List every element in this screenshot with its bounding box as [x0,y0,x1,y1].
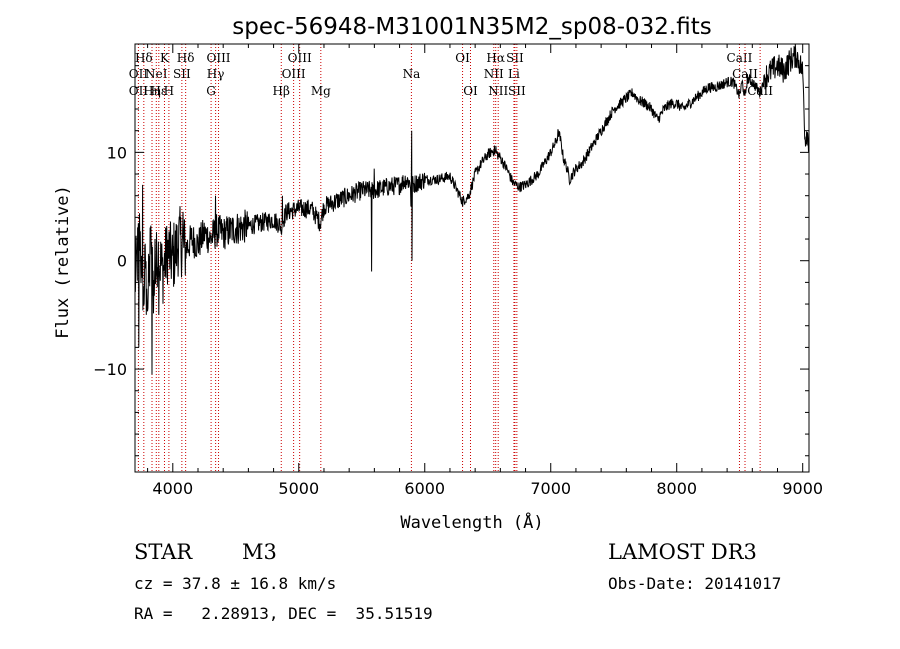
plot-frame [134,43,810,473]
x-tick-label: 4000 [152,479,193,498]
line-marker-label: OI [463,84,478,98]
line-marker-label: OIII [206,51,230,65]
object-class: STAR [134,540,193,564]
line-marker-label: Hδ [177,51,195,65]
line-marker-label: Hδ [135,51,153,65]
line-marker-label: Hα [486,51,505,65]
line-marker-label: Hβ [273,84,290,98]
line-markers: OIIOIIHδHηNeIHεKHSIIHδGHγOIIIHβOIIIOIIIM… [129,44,773,472]
line-marker-label: G [206,84,216,98]
line-marker-label: OI [455,51,470,65]
x-axis: 4000 5000 6000 7000 8000 9000 [147,44,823,498]
x-tick-label: 7000 [530,479,571,498]
line-marker-label: Hγ [207,67,225,81]
y-axis: −10 0 10 [93,65,809,457]
line-marker-label: Mg [311,84,331,98]
line-marker-label: NII [484,67,504,81]
line-marker-label: NII [488,84,508,98]
redshift-line: cz = 37.8 ± 16.8 km/s [134,574,337,593]
line-marker-label: K [160,51,170,65]
chart-title: spec-56948-M31001N35M2_sp08-032.fits [232,14,711,40]
obs-date-line: Obs-Date: 20141017 [608,574,782,593]
line-marker-label: NeI [145,67,168,81]
x-axis-label: Wavelength (Å) [400,511,543,533]
spectrum-line [134,43,810,375]
line-marker-label: Na [403,67,421,81]
line-marker-label: Li [508,67,520,81]
line-marker-label: Hη [143,84,161,98]
line-marker-label: Hε [150,84,167,98]
line-marker-label: H [164,84,174,98]
y-tick-label: 0 [117,252,127,271]
survey-name: LAMOST DR3 [608,540,757,564]
line-marker-label: CaII [732,67,758,81]
coordinates-line: RA = 2.28913, DEC = 35.51519 [134,604,433,623]
object-subclass: M3 [242,540,277,564]
y-tick-label: 10 [107,143,127,162]
line-marker-label: OIII [282,67,306,81]
spectrum-group [134,43,810,375]
line-marker-label: OII [129,84,149,98]
x-tick-label: 9000 [782,479,823,498]
x-tick-label: 5000 [278,479,319,498]
line-marker-label: SII [506,51,524,65]
y-tick-label: −10 [93,360,127,379]
line-marker-label: CaII [727,51,753,65]
x-tick-label: 8000 [656,479,697,498]
line-marker-label: SII [508,84,526,98]
y-axis-label: Flux (relative) [53,185,73,339]
line-marker-label: OIII [288,51,312,65]
line-marker-label: SII [173,67,191,81]
x-tick-label: 6000 [404,479,445,498]
